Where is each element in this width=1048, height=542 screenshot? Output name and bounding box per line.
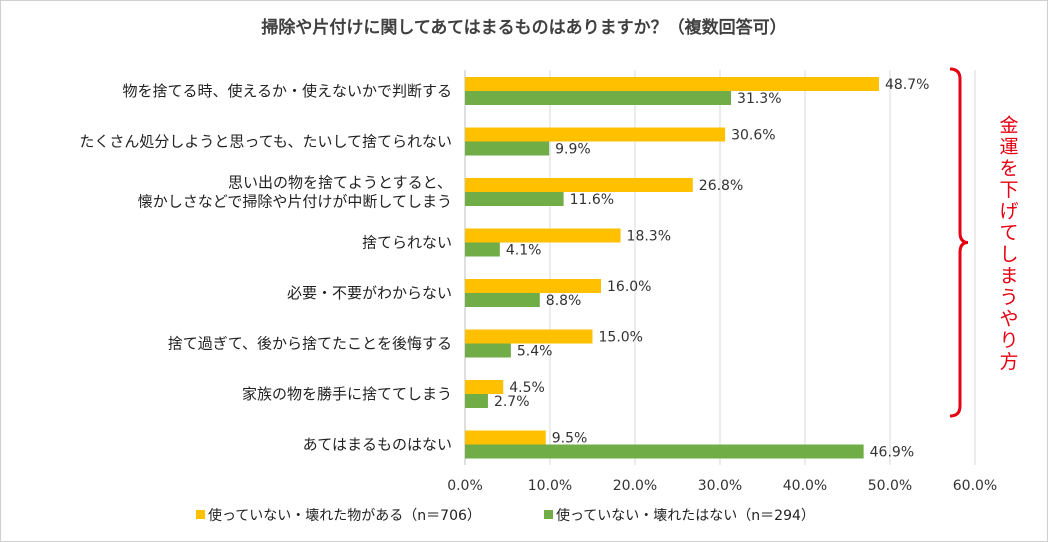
data-label: 9.5% [552, 431, 588, 447]
legend-swatch [196, 510, 205, 519]
data-label: 8.8% [546, 293, 582, 309]
data-label: 2.7% [494, 394, 530, 410]
bar-green [465, 242, 500, 257]
bar-green [465, 394, 488, 408]
category-label: あてはまるものはない [303, 436, 452, 454]
category-label: たくさん処分しようと思っても、たいして捨てられない [79, 133, 452, 151]
bar-yellow [465, 127, 726, 142]
data-label: 30.6% [731, 128, 775, 144]
annotation-text: 金運を下げてしまうやり方 [999, 114, 1018, 373]
bracket [949, 67, 969, 418]
category-label: 捨てられない [362, 234, 452, 252]
x-tick-label: 0.0% [447, 478, 483, 494]
bar-yellow [465, 178, 693, 192]
bar-yellow [465, 279, 601, 293]
bar-yellow [465, 380, 504, 394]
data-label: 48.7% [885, 77, 929, 93]
category-label: 捨て過ぎて、後から捨てたことを後悔する [168, 335, 452, 353]
data-label: 4.5% [509, 380, 545, 396]
category-label: 必要・不要がわからない [287, 284, 452, 302]
data-label: 31.3% [737, 91, 781, 107]
bar-yellow [465, 329, 593, 344]
bar-yellow [465, 430, 546, 445]
data-label: 46.9% [870, 445, 914, 461]
category-label: 思い出の物を捨てようとすると、 [228, 174, 452, 192]
legend-swatch [544, 510, 553, 519]
bar-series: 48.7% 31.3% 30.6% 9.9% 26.8% 11.6% 18.3% 4.1% 16… [465, 77, 929, 461]
data-label: 26.8% [699, 178, 743, 194]
x-tick-label: 30.0% [698, 478, 742, 494]
bar-green [465, 343, 511, 358]
x-tick-label: 20.0% [613, 478, 657, 494]
data-label: 9.9% [555, 142, 591, 158]
legend: 使っていない・壊れた物がある（n＝706） 使っていない・壊れたはない（n＝294… [196, 507, 815, 524]
data-label: 16.0% [607, 279, 651, 295]
legend-label: 使っていない・壊れたはない（n＝294） [556, 507, 815, 524]
data-label: 4.1% [506, 243, 542, 259]
x-axis-tick-labels: 0.0% 10.0% 20.0% 30.0% 40.0% 50.0% 60.0% [447, 478, 997, 494]
data-label: 18.3% [627, 229, 671, 245]
category-label: 家族の物を勝手に捨ててしまう [242, 385, 452, 403]
x-tick-label: 10.0% [528, 478, 572, 494]
bar-yellow [465, 228, 621, 243]
category-label: 物を捨てる時、使えるか・使えないかで判断する [122, 82, 452, 100]
x-tick-label: 40.0% [783, 478, 827, 494]
bar-green [465, 444, 864, 459]
x-tick-label: 60.0% [953, 478, 997, 494]
x-tick-label: 50.0% [868, 478, 912, 494]
bar-yellow [465, 77, 879, 91]
bar-green [465, 141, 550, 156]
annotation: 金運を下げてしまうやり方 [949, 67, 1019, 418]
bar-green [465, 192, 564, 206]
legend-label: 使っていない・壊れた物がある（n＝706） [208, 507, 481, 524]
category-label: 懐かしさなどで掃除や片付けが中断してしまう [138, 193, 452, 211]
data-label: 15.0% [599, 330, 643, 346]
data-label: 5.4% [517, 344, 553, 360]
bar-green [465, 293, 540, 307]
bar-green [465, 91, 732, 105]
category-labels: 物を捨てる時、使えるか・使えないかで判断するたくさん処分しようと思っても、たいし… [79, 82, 452, 454]
chart-title: 掃除や片付けに関してあてはまるものはありますか？（複数回答可） [261, 17, 786, 38]
data-label: 11.6% [570, 192, 614, 208]
